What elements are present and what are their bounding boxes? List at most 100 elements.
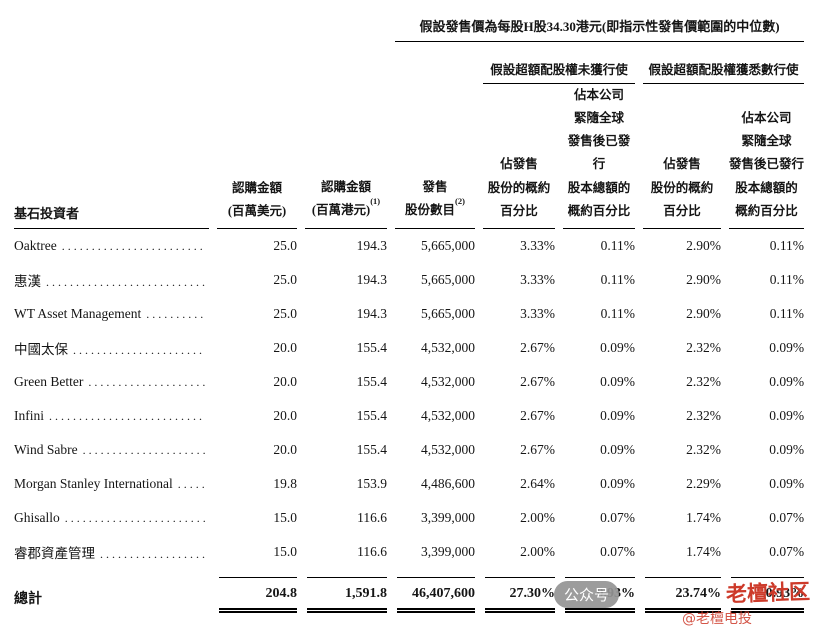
subscription-usd-cell: 20.0 bbox=[273, 441, 297, 457]
subscription-usd-cell: 20.0 bbox=[273, 339, 297, 355]
offer-shares-cell: 5,665,000 bbox=[421, 305, 475, 321]
table-row: Green Better 20.0 155.4 4,532,000 2.67% … bbox=[14, 365, 804, 399]
total-row: 總計 204.8 1,591.8 46,407,600 27.30% 0.93%… bbox=[14, 569, 805, 613]
pct-capital-no-cell: 0.09% bbox=[600, 373, 635, 389]
investor-name-cell: Wind Sabre bbox=[14, 433, 209, 467]
pct-offer-no-cell: 2.67% bbox=[520, 373, 555, 389]
group-header-fully-exercised: 假設超額配股權獲悉數行使 bbox=[643, 59, 805, 84]
pct-offer-full-cell: 2.32% bbox=[686, 373, 721, 389]
table-row: WT Asset Management 25.0 194.3 5,665,000… bbox=[14, 297, 804, 331]
subscription-usd-cell: 19.8 bbox=[273, 475, 297, 491]
pct-capital-full-cell: 0.09% bbox=[769, 339, 805, 355]
column-header-subscription-hkd: 認購金額 (百萬港元)(1) bbox=[305, 176, 387, 229]
table-row: Wind Sabre 20.0 155.4 4,532,000 2.67% 0.… bbox=[14, 433, 804, 467]
table-row: Morgan Stanley International 19.8 153.9 … bbox=[14, 467, 804, 501]
dot-leader bbox=[65, 511, 205, 526]
watermark-account-name: 老檀社区 bbox=[725, 579, 811, 607]
table-row: 睿郡資產管理 15.0 116.6 3,399,000 2.00% 0.07% … bbox=[14, 535, 804, 569]
pct-capital-full-cell: 0.11% bbox=[769, 271, 805, 287]
total-usd-cell: 204.8 bbox=[209, 569, 297, 613]
subscription-usd-cell: 25.0 bbox=[273, 237, 297, 253]
subscription-hkd-cell: 194.3 bbox=[356, 271, 387, 287]
investor-name: Infini bbox=[14, 407, 44, 423]
dot-leader bbox=[178, 477, 205, 492]
pct-offer-full-cell: 2.32% bbox=[686, 339, 721, 355]
overallotment-group-row: 假設超額配股權未獲行使 假設超額配股權獲悉數行使 bbox=[14, 42, 805, 84]
pct-capital-no-cell: 0.09% bbox=[600, 407, 635, 423]
investor-name-cell: 中國太保 bbox=[14, 331, 209, 365]
investor-name: 惠漢 bbox=[14, 273, 41, 289]
investor-name-cell: Ghisallo bbox=[14, 501, 209, 535]
investor-name: Ghisallo bbox=[14, 509, 60, 525]
table-row: 中國太保 20.0 155.4 4,532,000 2.67% 0.09% 2.… bbox=[14, 331, 804, 365]
cornerstone-investors-table: 假設發售價為每股H股34.30港元(即指示性發售價範圍的中位數) 假設超額配股權… bbox=[14, 8, 805, 613]
pct-capital-no-cell: 0.11% bbox=[600, 271, 635, 287]
dot-leader bbox=[46, 275, 205, 290]
footnote-ref-1: (1) bbox=[370, 196, 381, 207]
pct-capital-full-cell: 0.09% bbox=[769, 441, 805, 457]
dot-leader bbox=[73, 343, 205, 358]
total-pct-offer-no-cell: 27.30% bbox=[475, 569, 555, 613]
offer-shares-cell: 4,532,000 bbox=[421, 441, 475, 457]
column-header-row: 基石投資者 認購金額 (百萬美元) 認購金額 (百萬港元)(1) 發售 股份數目… bbox=[14, 84, 805, 229]
investor-name-cell: Morgan Stanley International bbox=[14, 467, 209, 501]
investor-name: Green Better bbox=[14, 373, 84, 389]
investor-name-cell: Green Better bbox=[14, 365, 209, 399]
total-pct-offer-full-cell: 23.74% bbox=[635, 569, 721, 613]
investor-name-cell: 睿郡資產管理 bbox=[14, 535, 209, 569]
offer-shares-cell: 5,665,000 bbox=[421, 271, 475, 287]
column-header-investor: 基石投資者 bbox=[14, 203, 209, 229]
dot-leader bbox=[146, 307, 205, 322]
pct-offer-no-cell: 2.00% bbox=[520, 543, 555, 559]
pct-offer-full-cell: 2.90% bbox=[686, 237, 721, 253]
offer-shares-cell: 3,399,000 bbox=[421, 509, 475, 525]
pct-capital-full-cell: 0.11% bbox=[769, 305, 805, 321]
offer-price-header-row: 假設發售價為每股H股34.30港元(即指示性發售價範圍的中位數) bbox=[14, 8, 805, 42]
investor-name-cell: Oaktree bbox=[14, 229, 209, 263]
prospectus-page: 假設發售價為每股H股34.30港元(即指示性發售價範圍的中位數) 假設超額配股權… bbox=[0, 0, 814, 613]
dot-leader bbox=[62, 239, 205, 254]
pct-offer-no-cell: 2.00% bbox=[520, 509, 555, 525]
offer-shares-cell: 4,486,600 bbox=[421, 475, 475, 491]
pct-offer-no-cell: 3.33% bbox=[520, 237, 555, 253]
pct-offer-full-cell: 2.32% bbox=[686, 441, 721, 457]
investor-name: WT Asset Management bbox=[14, 305, 142, 321]
investor-name-cell: WT Asset Management bbox=[14, 297, 209, 331]
investor-name-cell: 惠漢 bbox=[14, 263, 209, 297]
investor-name: 睿郡資產管理 bbox=[14, 545, 95, 561]
dot-leader bbox=[83, 443, 205, 458]
offer-shares-cell: 4,532,000 bbox=[421, 339, 475, 355]
dot-leader bbox=[49, 409, 205, 424]
total-pct-capital-full-cell: 0.93% bbox=[721, 569, 805, 613]
table-row: Infini 20.0 155.4 4,532,000 2.67% 0.09% … bbox=[14, 399, 804, 433]
subscription-hkd-cell: 155.4 bbox=[356, 407, 387, 423]
investor-name: Oaktree bbox=[14, 237, 57, 253]
total-shares-cell: 46,407,600 bbox=[387, 569, 475, 613]
offer-shares-cell: 3,399,000 bbox=[421, 543, 475, 559]
pct-offer-no-cell: 2.67% bbox=[520, 441, 555, 457]
investor-name-cell: Infini bbox=[14, 399, 209, 433]
table-row: Ghisallo 15.0 116.6 3,399,000 2.00% 0.07… bbox=[14, 501, 804, 535]
column-header-subscription-usd: 認購金額 (百萬美元) bbox=[217, 177, 297, 229]
subscription-hkd-cell: 153.9 bbox=[356, 475, 387, 491]
pct-offer-full-cell: 1.74% bbox=[686, 509, 721, 525]
pct-capital-full-cell: 0.07% bbox=[769, 543, 805, 559]
wechat-watermark: 公众号 老檀社区 @老檀电投 bbox=[554, 577, 811, 627]
subscription-usd-cell: 25.0 bbox=[273, 305, 297, 321]
watermark-handle: @老檀电投 bbox=[682, 611, 752, 627]
offer-shares-cell: 5,665,000 bbox=[421, 237, 475, 253]
pct-capital-full-cell: 0.07% bbox=[769, 509, 805, 525]
wechat-official-account-badge: 公众号 bbox=[554, 581, 620, 608]
column-header-offer-shares: 發售 股份數目(2) bbox=[395, 176, 475, 229]
subscription-hkd-cell: 155.4 bbox=[356, 339, 387, 355]
pct-offer-no-cell: 2.64% bbox=[520, 475, 555, 491]
subscription-hkd-cell: 194.3 bbox=[356, 237, 387, 253]
pct-offer-full-cell: 2.90% bbox=[686, 305, 721, 321]
pct-offer-no-cell: 2.67% bbox=[520, 407, 555, 423]
pct-capital-full-cell: 0.11% bbox=[769, 237, 805, 253]
subscription-usd-cell: 25.0 bbox=[273, 271, 297, 287]
subscription-hkd-cell: 155.4 bbox=[356, 373, 387, 389]
offer-price-assumption-header: 假設發售價為每股H股34.30港元(即指示性發售價範圍的中位數) bbox=[395, 18, 805, 42]
dot-leader bbox=[88, 375, 205, 390]
pct-offer-full-cell: 2.29% bbox=[686, 475, 721, 491]
